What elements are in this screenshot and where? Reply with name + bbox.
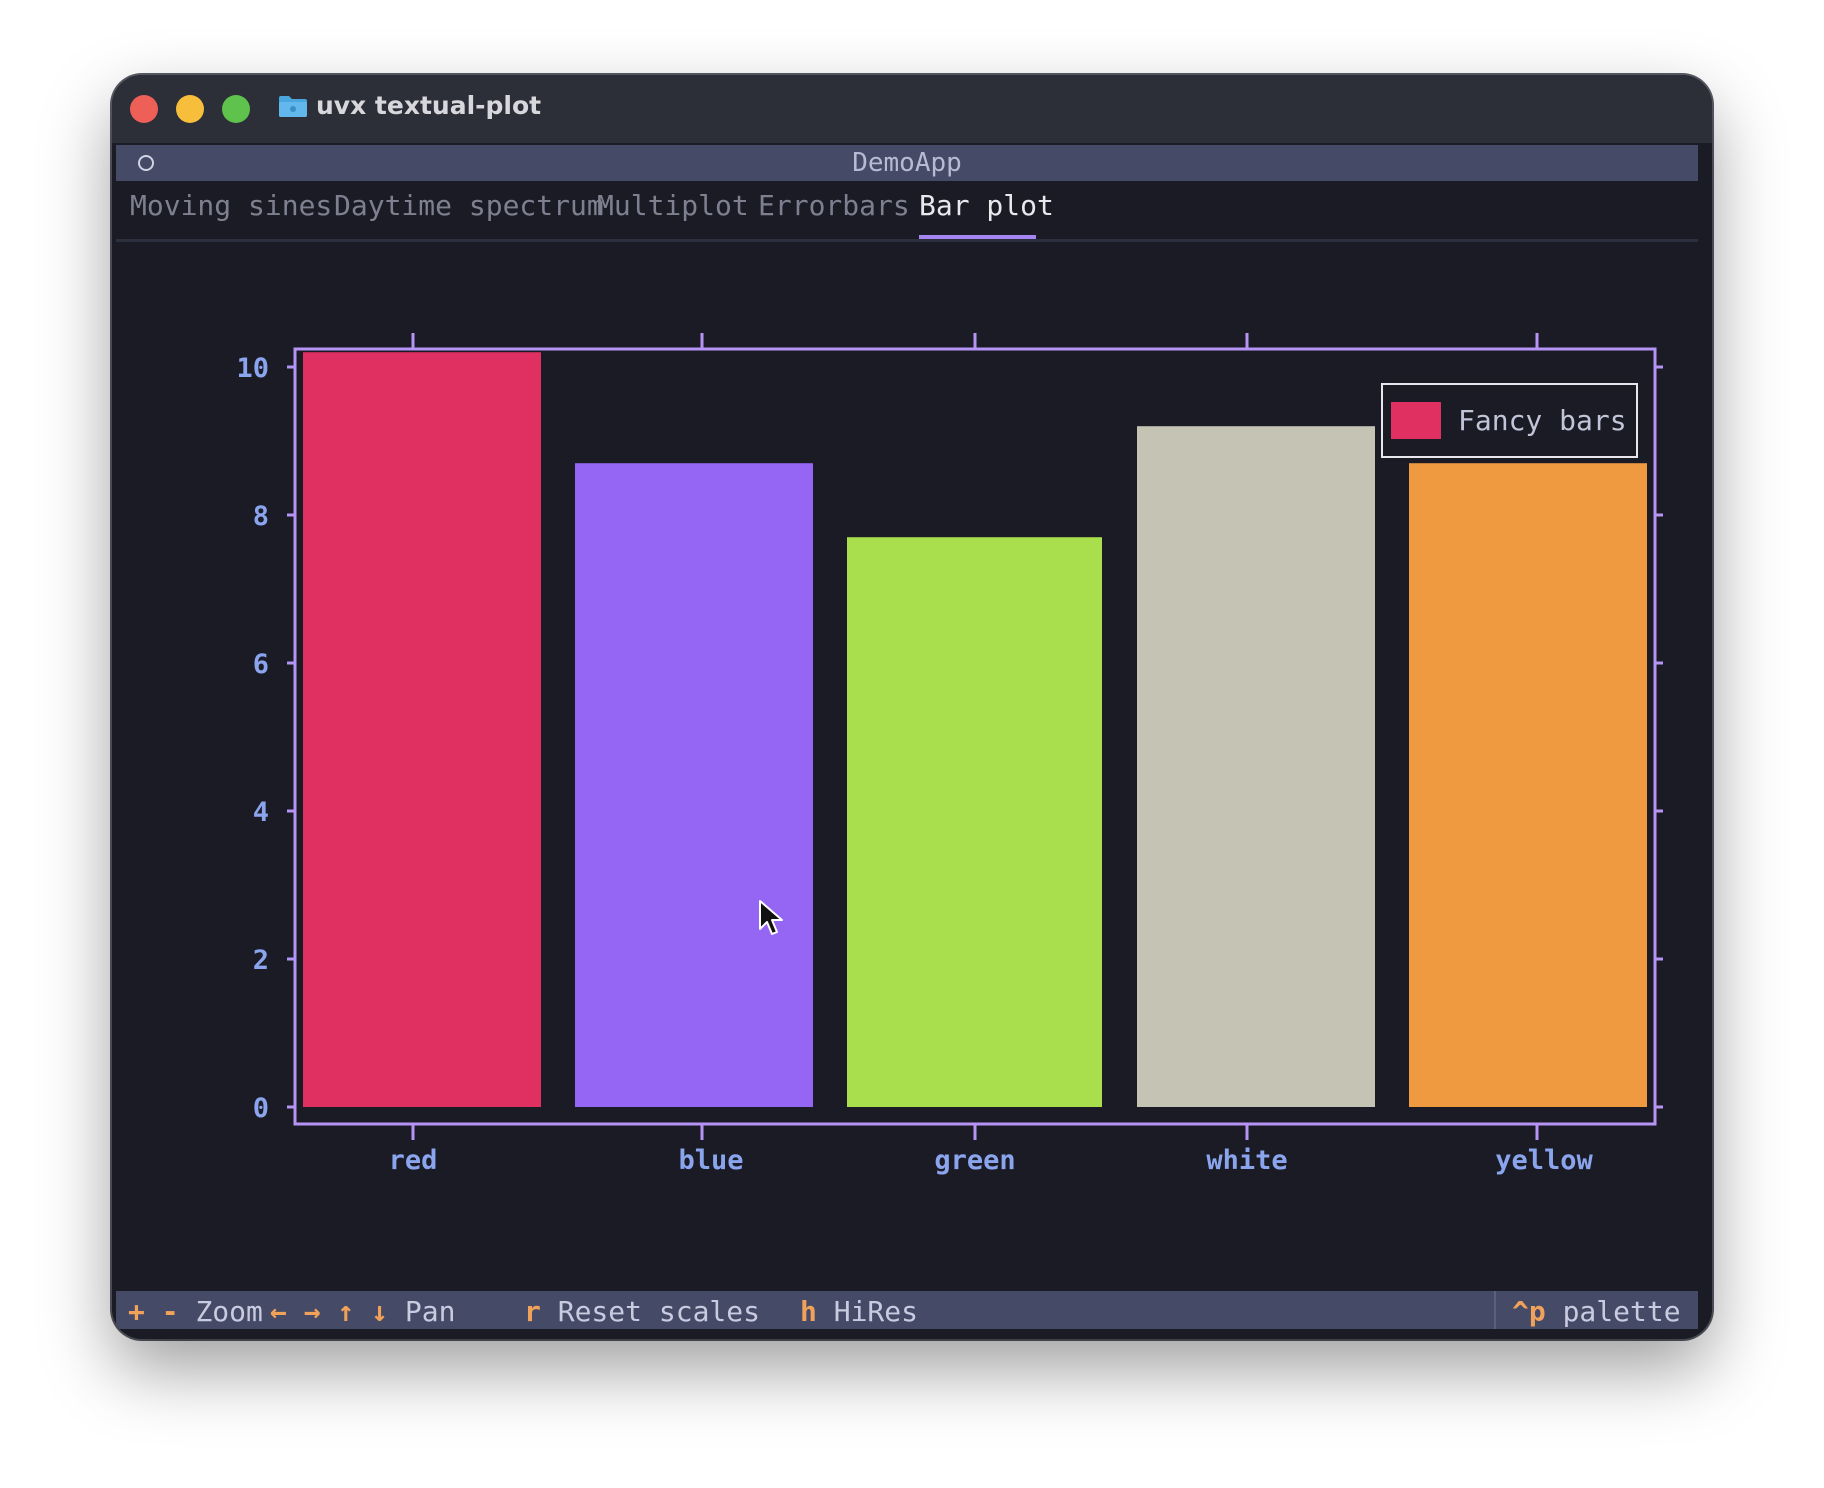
folder-icon	[279, 96, 307, 117]
y-tick-label: 6	[253, 649, 269, 680]
y-tick-label: 2	[253, 945, 269, 976]
zoom-label: Zoom	[195, 1295, 263, 1328]
minimize-window-button[interactable]	[176, 95, 204, 123]
pan-label: Pan	[404, 1295, 456, 1328]
hires-key: h	[800, 1295, 817, 1328]
footer-palette[interactable]: ^p palette	[1512, 1295, 1681, 1328]
tab-bar-plot[interactable]: Bar plot	[919, 189, 1054, 222]
terminal-window: uvx textual-plot DemoApp Moving sines Da…	[112, 75, 1712, 1339]
mouse-pointer-icon	[759, 900, 783, 935]
window-title: uvx textual-plot	[316, 91, 542, 120]
x-tick-label: green	[934, 1145, 1015, 1176]
footer-zoom[interactable]: + - Zoom	[128, 1295, 263, 1328]
x-tick-label: white	[1206, 1145, 1287, 1176]
y-tick-label: 4	[253, 797, 269, 828]
tab-moving-sines[interactable]: Moving sines	[130, 189, 333, 222]
key-bindings-footer: + - Zoom ← → ↑ ↓ Pan r Reset scales h Hi…	[116, 1291, 1698, 1329]
footer-hires[interactable]: h HiRes	[800, 1295, 918, 1328]
reset-key: r	[524, 1295, 541, 1328]
reset-label: Reset scales	[557, 1295, 761, 1328]
tab-bar-divider	[116, 239, 1698, 242]
palette-label: palette	[1562, 1295, 1681, 1328]
bar-red	[303, 352, 541, 1107]
legend-swatch	[1391, 402, 1441, 439]
close-window-button[interactable]	[130, 95, 158, 123]
active-tab-indicator	[919, 235, 1036, 239]
header-icon[interactable]	[138, 155, 154, 171]
tab-multiplot[interactable]: Multiplot	[597, 189, 749, 222]
maximize-window-button[interactable]	[222, 95, 250, 123]
y-tick-label: 8	[253, 501, 269, 532]
x-tick-label: yellow	[1495, 1145, 1593, 1176]
x-tick-label: blue	[678, 1145, 743, 1176]
tab-daytime-spectrum[interactable]: Daytime spectrum	[334, 189, 604, 222]
x-tick-label: red	[389, 1145, 438, 1176]
tab-bar: Moving sines Daytime spectrum Multiplot …	[116, 181, 1698, 239]
footer-pan[interactable]: ← → ↑ ↓ Pan	[270, 1295, 455, 1328]
bar-yellow	[1409, 463, 1647, 1107]
tab-errorbars[interactable]: Errorbars	[758, 189, 910, 222]
y-tick-label: 10	[236, 353, 269, 384]
pan-keys: ← → ↑ ↓	[270, 1295, 389, 1328]
legend-label: Fancy bars	[1458, 404, 1627, 437]
window-titlebar: uvx textual-plot	[112, 75, 1712, 143]
app-header: DemoApp	[116, 145, 1698, 181]
app-title: DemoApp	[852, 148, 962, 178]
bar-blue	[575, 463, 813, 1107]
bar-white	[1137, 426, 1375, 1107]
bar-green	[847, 537, 1102, 1107]
palette-key: ^p	[1512, 1295, 1546, 1328]
footer-divider	[1494, 1291, 1496, 1329]
footer-reset-scales[interactable]: r Reset scales	[524, 1295, 760, 1328]
hires-label: HiRes	[833, 1295, 919, 1328]
bar-chart[interactable]: 0 2 4 6 8 10 red blue green white yellow Fancy bars	[112, 75, 1712, 1291]
zoom-key: + -	[128, 1295, 179, 1328]
y-tick-label: 0	[253, 1093, 269, 1124]
